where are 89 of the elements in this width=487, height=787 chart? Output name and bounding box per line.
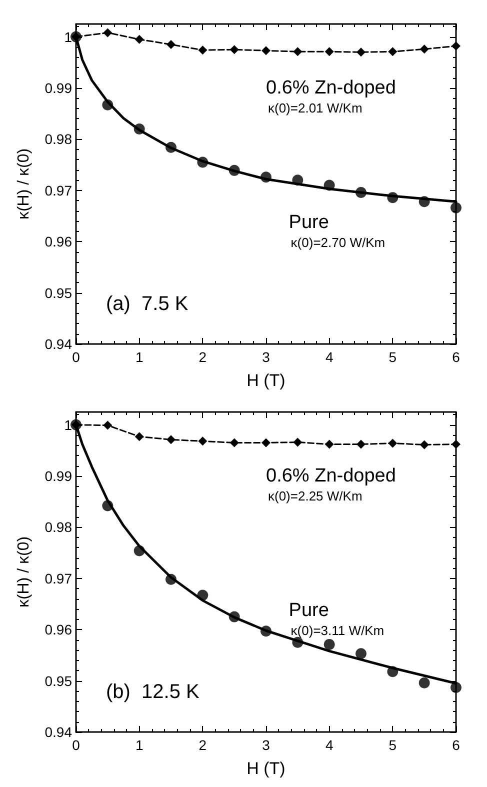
series-label: 0.6% Zn-doped (266, 466, 396, 486)
y-tick-label: 0.99 (44, 468, 72, 484)
point (356, 648, 366, 660)
point (198, 46, 208, 55)
y-tick-label: 0.96 (44, 622, 72, 638)
point (262, 46, 270, 56)
point (102, 99, 114, 110)
point (103, 28, 112, 38)
y-axis-title: κ(H) / κ(0) (16, 148, 32, 220)
point (228, 611, 240, 622)
x-tick-label: 1 (135, 349, 144, 365)
y-tick-label: 0.95 (44, 284, 72, 301)
point (198, 436, 208, 446)
y-tick-label: 1 (64, 416, 72, 433)
point (230, 45, 239, 54)
y-tick-label: 0.96 (44, 234, 72, 250)
point (387, 666, 398, 678)
point (388, 47, 398, 56)
y-tick-label: 0.98 (44, 519, 72, 536)
point (387, 192, 398, 204)
point (324, 180, 335, 191)
point (197, 156, 208, 168)
y-tick-label: 0.94 (44, 724, 72, 740)
y-tick-label: 0.94 (44, 336, 72, 352)
point (293, 47, 302, 56)
x-tick-label: 0 (72, 349, 80, 365)
series-label: Pure (288, 212, 329, 233)
y-tick-label: 0.98 (44, 131, 72, 148)
point (324, 440, 334, 449)
point (228, 164, 240, 176)
point (420, 44, 429, 54)
x-axis-title: H (T) (246, 371, 286, 390)
point (356, 48, 366, 57)
point (166, 40, 176, 49)
x-tick-label: 2 (198, 349, 207, 365)
x-tick-label: 1 (135, 737, 144, 753)
point (134, 432, 144, 442)
point (450, 202, 462, 214)
x-tick-label: 6 (452, 349, 460, 365)
point (166, 142, 176, 153)
annotation: (a) 7.5 K (106, 293, 189, 315)
y-tick-label: 0.97 (44, 182, 72, 198)
point (166, 435, 176, 444)
point (450, 682, 462, 693)
point (102, 500, 114, 512)
x-tick-label: 0 (72, 737, 80, 753)
x-tick-label: 3 (262, 349, 270, 365)
point (418, 196, 430, 208)
point (418, 677, 430, 688)
point (452, 440, 460, 449)
point (356, 440, 366, 449)
point (134, 123, 145, 134)
x-tick-label: 3 (262, 737, 270, 753)
point (452, 42, 460, 51)
point (260, 626, 272, 637)
series-label: Pure (288, 600, 329, 621)
annotation: κ(0)=2.25 W/Km (268, 488, 362, 504)
point (420, 440, 429, 450)
series-label: 0.6% Zn-doped (266, 78, 396, 98)
y-tick-label: 0.95 (44, 672, 72, 689)
x-tick-label: 5 (388, 737, 397, 753)
point (324, 47, 334, 56)
x-tick-label: 6 (452, 737, 460, 753)
point (356, 186, 366, 198)
x-tick-label: 4 (325, 349, 334, 365)
point (103, 420, 112, 430)
point (134, 34, 144, 44)
annotation: κ(0)=3.11 W/Km (290, 622, 384, 638)
point (134, 545, 145, 556)
y-tick-label: 1 (64, 28, 72, 45)
annotation: κ(0)=2.01 W/Km (268, 100, 362, 116)
annotation: (b) 12.5 K (106, 681, 200, 703)
y-tick-label: 0.97 (44, 570, 72, 586)
point (197, 590, 208, 601)
point (293, 438, 302, 447)
y-tick-label: 0.99 (44, 80, 72, 96)
point (262, 438, 270, 448)
point (260, 172, 272, 183)
point (230, 438, 239, 448)
annotation: κ(0)=2.70 W/Km (290, 234, 386, 250)
x-tick-label: 2 (198, 737, 207, 753)
point (324, 638, 335, 650)
x-axis-title: H (T) (246, 759, 286, 778)
point (166, 574, 176, 585)
y-axis-title: κ(H) / κ(0) (16, 536, 32, 608)
point (388, 438, 398, 448)
x-tick-label: 4 (325, 737, 334, 753)
x-tick-label: 5 (388, 349, 397, 365)
point (292, 174, 304, 186)
